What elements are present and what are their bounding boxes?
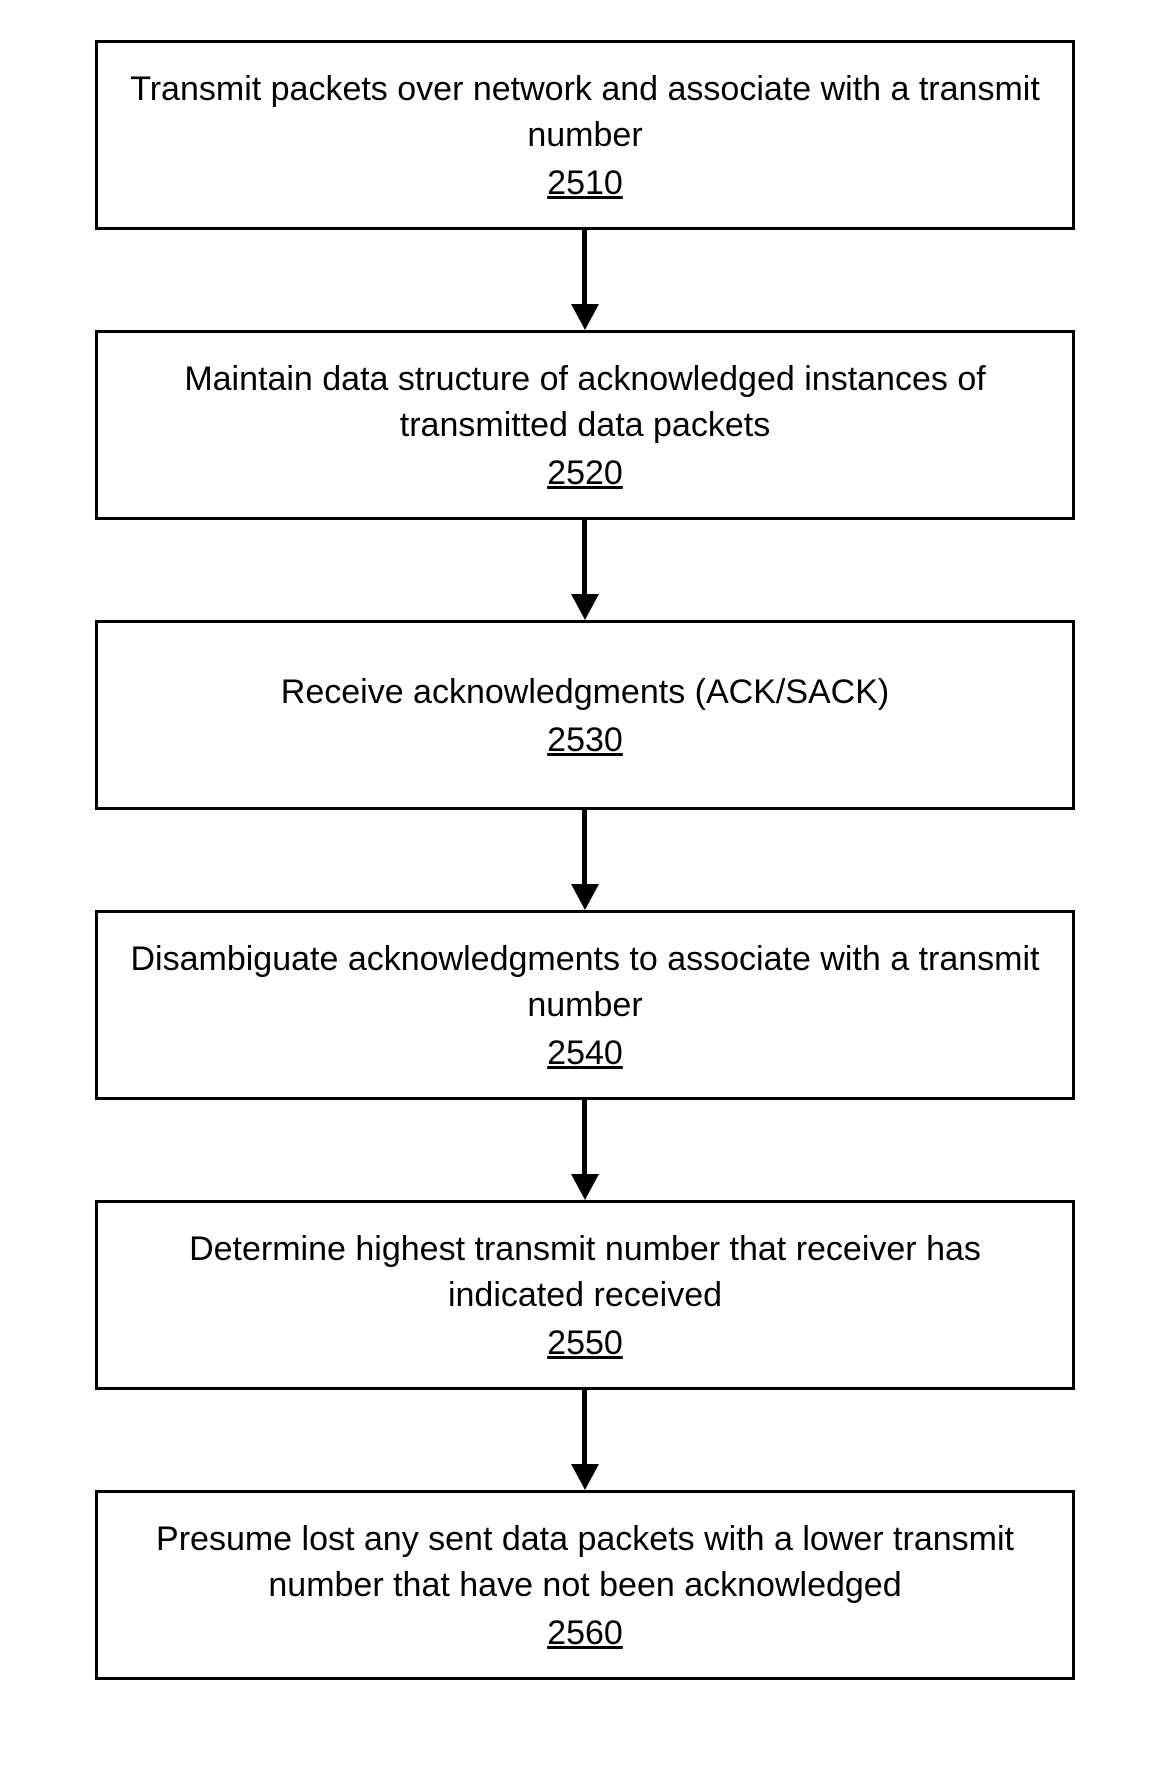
flow-node-id: 2510: [547, 164, 623, 203]
flow-arrow: [582, 1390, 587, 1464]
flow-node-2510: Transmit packets over network and associ…: [95, 40, 1075, 230]
flow-node-text: Receive acknowledgments (ACK/SACK): [281, 670, 889, 716]
flowchart-canvas: Transmit packets over network and associ…: [0, 0, 1171, 1780]
flow-node-id: 2530: [547, 721, 623, 760]
flow-node-text: Disambiguate acknowledgments to associat…: [128, 937, 1042, 1029]
flow-node-id: 2560: [547, 1614, 623, 1653]
flow-node-2560: Presume lost any sent data packets with …: [95, 1490, 1075, 1680]
flow-node-id: 2520: [547, 454, 623, 493]
flow-node-id: 2540: [547, 1034, 623, 1073]
flow-node-text: Presume lost any sent data packets with …: [128, 1517, 1042, 1609]
flow-node-text: Transmit packets over network and associ…: [128, 67, 1042, 159]
flow-node-text: Determine highest transmit number that r…: [128, 1227, 1042, 1319]
flow-arrow-head: [571, 1174, 599, 1200]
flow-arrow-head: [571, 304, 599, 330]
flow-arrow: [582, 230, 587, 304]
flow-node-2530: Receive acknowledgments (ACK/SACK) 2530: [95, 620, 1075, 810]
flow-arrow-head: [571, 1464, 599, 1490]
flow-node-text: Maintain data structure of acknowledged …: [128, 357, 1042, 449]
flow-node-2520: Maintain data structure of acknowledged …: [95, 330, 1075, 520]
flow-arrow: [582, 520, 587, 594]
flow-arrow-head: [571, 594, 599, 620]
flow-node-2540: Disambiguate acknowledgments to associat…: [95, 910, 1075, 1100]
flow-arrow: [582, 810, 587, 884]
flow-node-id: 2550: [547, 1324, 623, 1363]
flow-arrow: [582, 1100, 587, 1174]
flow-arrow-head: [571, 884, 599, 910]
flow-node-2550: Determine highest transmit number that r…: [95, 1200, 1075, 1390]
